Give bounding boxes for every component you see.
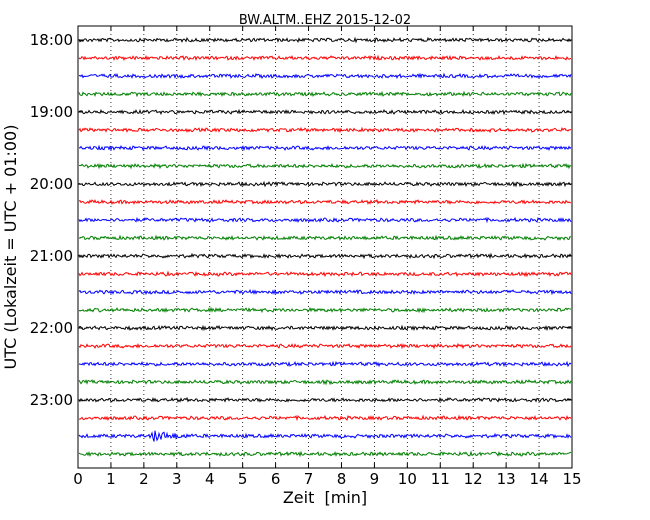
trace-row-1800	[78, 36, 572, 44]
trace-row-2015	[78, 198, 572, 206]
grid-lines	[110, 26, 540, 468]
trace-row-2100	[78, 252, 572, 260]
trace-row-1900	[78, 108, 572, 116]
x-tick-label-14: 14	[530, 470, 549, 488]
trace-row-2045	[78, 234, 572, 241]
trace-row-2145	[78, 306, 572, 314]
x-tick-label-9: 9	[370, 470, 380, 488]
x-tick-label-11: 11	[431, 470, 450, 488]
trace-rows	[78, 36, 572, 458]
trace-row-2345	[78, 450, 572, 458]
x-tick-label-15: 15	[562, 470, 581, 488]
trace-row-1845	[78, 90, 572, 98]
trace-row-2115	[78, 270, 572, 278]
trace-row-1830	[78, 72, 572, 80]
trace-row-2330	[78, 430, 572, 442]
trace-row-1930	[78, 144, 572, 152]
trace-row-2200	[78, 324, 572, 332]
chart-title: BW.ALTM..EHZ 2015-12-02	[239, 13, 411, 28]
y-tick-label-1800: 18:00	[30, 31, 73, 49]
x-tick-label-6: 6	[271, 470, 281, 488]
trace-row-2000	[78, 180, 572, 188]
x-axis-ticks: 0 1 2 3 4 5 6 7 8 9 10 11 12 13 14 15	[73, 26, 582, 488]
x-tick-label-12: 12	[464, 470, 483, 488]
y-tick-label-2100: 21:00	[30, 247, 73, 265]
x-tick-label-3: 3	[172, 470, 182, 488]
trace-row-2030	[78, 216, 572, 224]
y-axis-label: UTC (Lokalzeit = UTC + 01:00)	[1, 125, 20, 370]
x-tick-label-10: 10	[398, 470, 417, 488]
trace-row-2315	[78, 414, 572, 422]
x-tick-label-1: 1	[106, 470, 116, 488]
x-tick-label-5: 5	[238, 470, 248, 488]
trace-row-2300	[78, 396, 572, 403]
y-tick-label-1900: 19:00	[30, 103, 73, 121]
y-axis-ticks: 18:00 19:00 20:00 21:00 22:00 23:00	[30, 31, 572, 409]
trace-row-2230	[78, 360, 572, 368]
trace-row-1945	[78, 162, 572, 170]
y-tick-label-2000: 20:00	[30, 175, 73, 193]
x-tick-label-13: 13	[497, 470, 516, 488]
trace-row-2245	[78, 379, 572, 386]
x-tick-label-0: 0	[73, 470, 83, 488]
x-tick-label-8: 8	[337, 470, 347, 488]
y-tick-label-2200: 22:00	[30, 319, 73, 337]
x-tick-label-2: 2	[139, 470, 149, 488]
y-tick-label-2300: 23:00	[30, 391, 73, 409]
plot-frame	[77, 25, 573, 469]
trace-row-2130	[78, 289, 572, 296]
trace-row-1815	[78, 54, 572, 62]
x-tick-label-4: 4	[205, 470, 215, 488]
trace-row-1915	[78, 126, 572, 134]
x-tick-label-7: 7	[304, 470, 314, 488]
trace-row-2215	[78, 342, 572, 350]
x-axis-label: Zeit [min]	[283, 488, 367, 507]
